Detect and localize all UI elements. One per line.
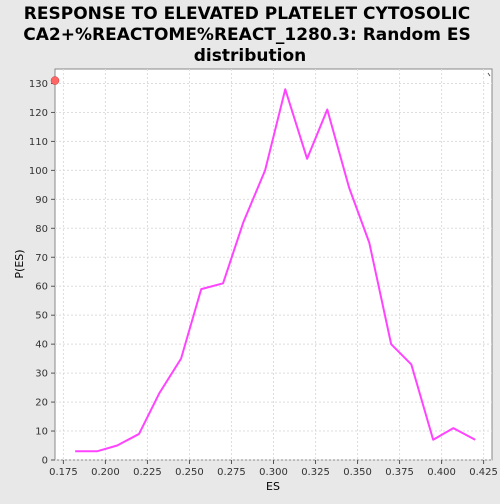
y-tick-label: 130 [29, 79, 48, 90]
y-tick-label: 10 [35, 427, 48, 438]
y-tick-label: 60 [35, 282, 48, 293]
y-tick-label: 40 [35, 340, 48, 351]
corner-mark [487, 72, 491, 77]
x-tick-label: 0.250 [175, 467, 204, 478]
x-tick-label: 0.275 [217, 467, 246, 478]
y-tick-label: 70 [35, 253, 48, 264]
y-tick-label: 120 [29, 108, 48, 119]
chart-title-line-1: RESPONSE TO ELEVATED PLATELET CYTOSOLIC [24, 4, 470, 24]
x-tick-label: 0.350 [343, 467, 372, 478]
y-tick-label: 100 [29, 166, 48, 177]
x-tick-label: 0.225 [133, 467, 162, 478]
grid-lines [55, 69, 492, 461]
y-axis-label: P(ES) [13, 249, 26, 278]
y-tick-label: 110 [29, 137, 48, 148]
series-group [50, 76, 476, 453]
x-tick-label: 0.200 [91, 467, 120, 478]
x-tick-label: 0.175 [49, 467, 78, 478]
y-tick-label: 20 [35, 398, 48, 409]
y-tick-label: 50 [35, 311, 48, 322]
x-tick-label: 0.300 [259, 467, 288, 478]
y-axis-ticks: 0 10 20 30 40 50 60 70 80 90 100 110 120 130 [29, 79, 55, 467]
y-tick-label: 90 [35, 195, 48, 206]
x-tick-label: 0.400 [427, 467, 456, 478]
highlight-point [50, 76, 60, 85]
x-axis-ticks: 0.175 0.200 0.225 0.250 0.275 0.300 0.325 0.350… [49, 460, 498, 478]
chart-title-line-3: distribution [194, 46, 306, 66]
series-line [75, 88, 476, 453]
x-tick-label: 0.325 [301, 467, 330, 478]
chart-title: RESPONSE TO ELEVATED PLATELET CYTOSOLIC … [23, 4, 470, 66]
x-tick-label: 0.375 [385, 467, 414, 478]
y-tick-label: 80 [35, 224, 48, 235]
chart-title-line-2: CA2+%REACTOME%REACT_1280.3: Random ES [23, 25, 470, 45]
x-axis-label: ES [266, 480, 280, 493]
x-tick-label: 0.425 [469, 467, 498, 478]
y-tick-label: 0 [42, 456, 48, 467]
y-tick-label: 30 [35, 369, 48, 380]
